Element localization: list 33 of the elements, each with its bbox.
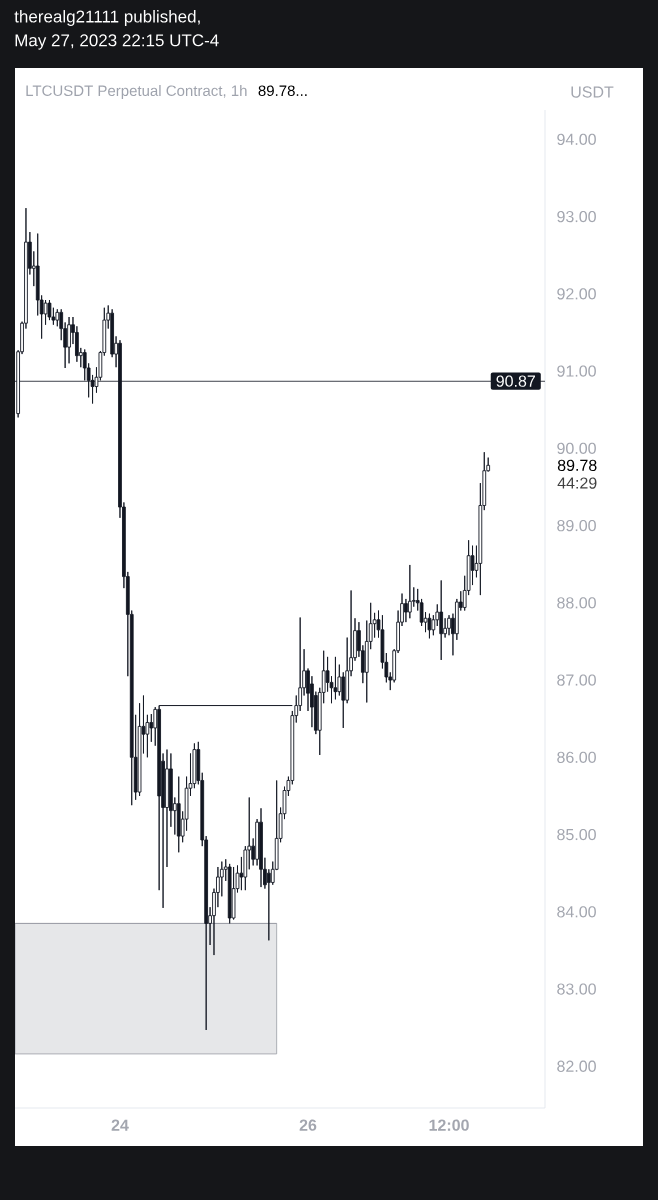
- candlestick: [259, 807, 263, 888]
- y-tick-label: 93.00: [557, 210, 596, 223]
- text: 89.78: [557, 459, 597, 471]
- candlestick: [47, 299, 52, 321]
- y-tick-label: 86.00: [557, 751, 596, 763]
- x-tick-label: 26: [299, 1119, 317, 1131]
- candlestick: [333, 656, 338, 700]
- candlestick: [407, 564, 412, 619]
- y-tick-label: 91.00: [557, 365, 596, 377]
- candlestick: [176, 776, 181, 853]
- y-tick-label: 90.00: [557, 442, 596, 454]
- y-tick-label: 94.00: [557, 133, 596, 146]
- y-tick-label: 84.00: [557, 906, 596, 918]
- x-tick-label: 12:00: [429, 1119, 469, 1131]
- y-tick-label: 83.00: [557, 983, 596, 995]
- candlestick: [231, 866, 236, 920]
- text: 44:29: [557, 477, 597, 489]
- candlestick: [227, 863, 232, 924]
- y-tick-label: 88.00: [557, 597, 596, 609]
- y-tick-label: 92.00: [557, 288, 596, 300]
- text: May 27, 2023 22:15 UTC-4: [15, 34, 219, 50]
- y-axis-title: USDT: [571, 86, 614, 98]
- y-tick-label: 87.00: [557, 674, 596, 686]
- y-tick-label: 89.00: [557, 519, 596, 532]
- candlestick: [427, 613, 432, 639]
- ref-line-label: 90.87: [496, 375, 535, 387]
- y-tick-label: 85.00: [557, 828, 596, 841]
- text: therealg21111 published,: [14, 10, 200, 26]
- text: 89.78...: [258, 85, 307, 97]
- x-tick-label: 24: [111, 1119, 129, 1131]
- y-tick-label: 82.00: [557, 1060, 596, 1072]
- candlestick: [439, 579, 444, 661]
- chart-title: LTCUSDT Perpetual Contract, 1h: [26, 85, 247, 99]
